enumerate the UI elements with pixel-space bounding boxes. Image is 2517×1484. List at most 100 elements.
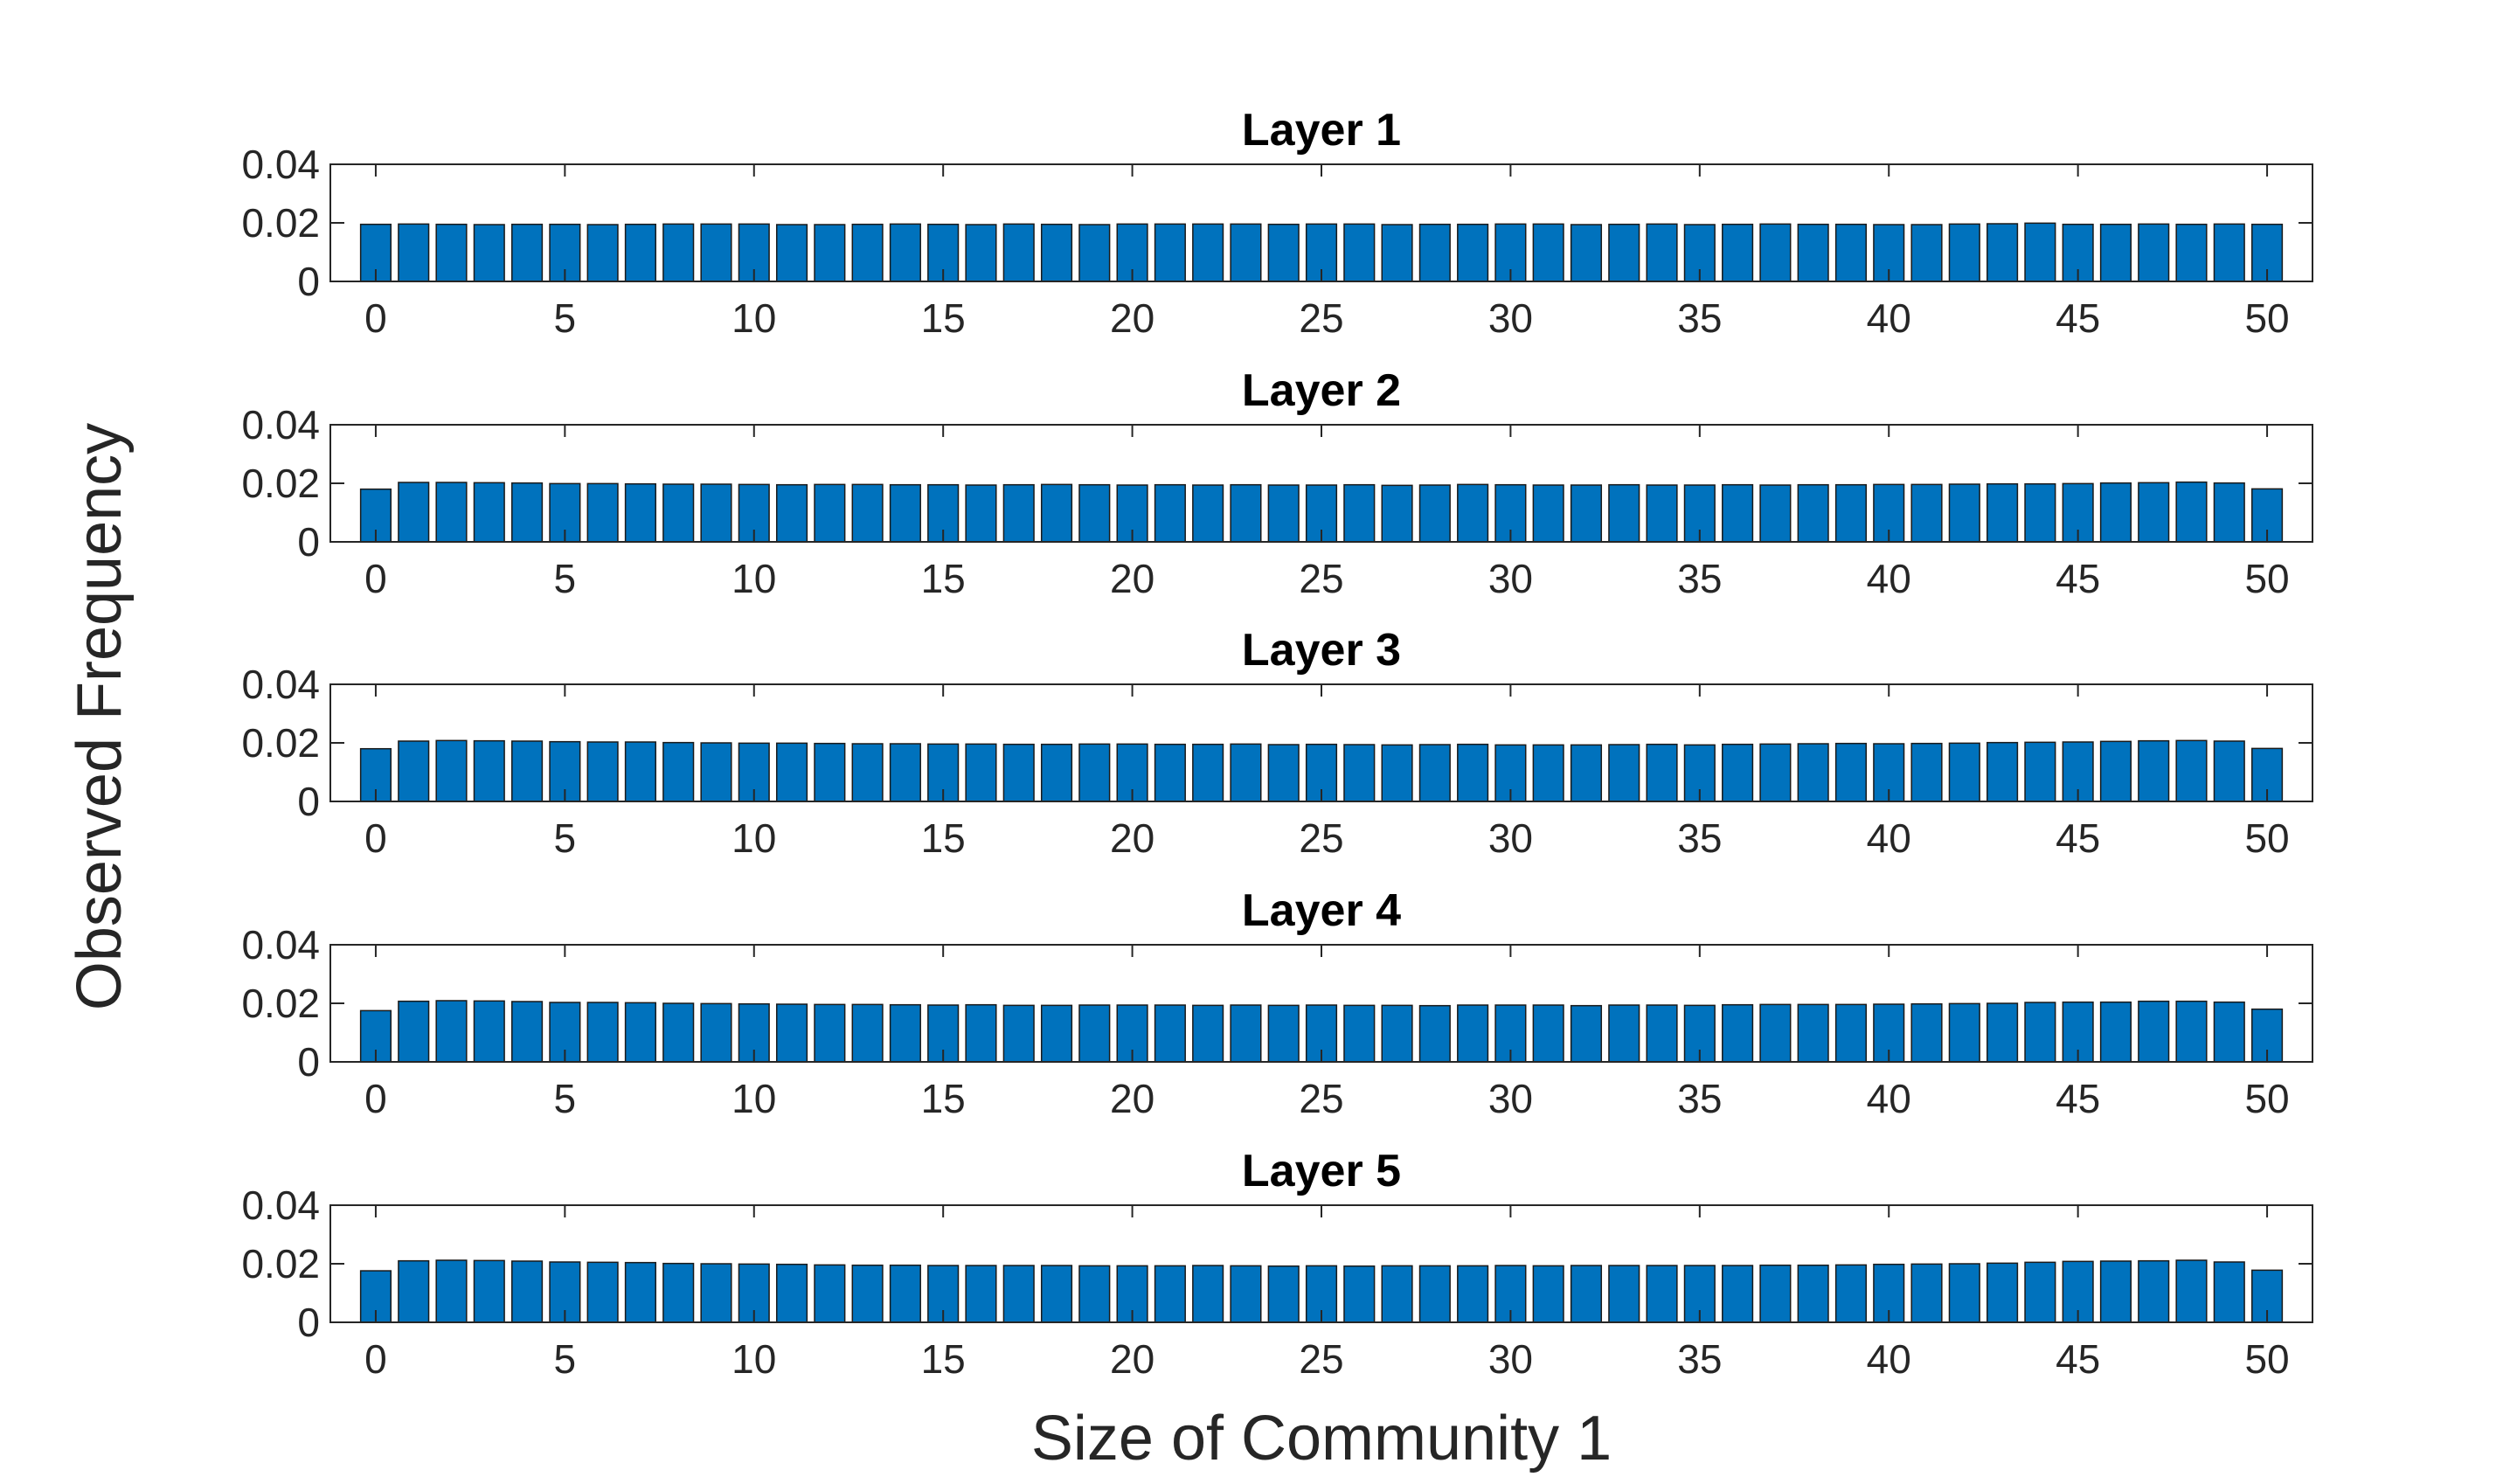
bar (624, 1261, 656, 1323)
x-tick-label: 10 (732, 1076, 776, 1121)
bar (1532, 744, 1564, 802)
bar (473, 1000, 505, 1063)
bar (1570, 484, 1603, 543)
x-tick-label: 50 (2244, 295, 2289, 341)
bar (1910, 1002, 1943, 1063)
bar (1381, 1004, 1413, 1063)
bar (662, 741, 695, 802)
bar (1759, 484, 1792, 543)
bar (1910, 1263, 1943, 1323)
bar (1457, 223, 1489, 282)
bar (1608, 1265, 1640, 1323)
bar (1570, 744, 1603, 802)
x-tick-label: 25 (1299, 295, 1343, 341)
bar (624, 1002, 656, 1063)
bar (1722, 743, 1754, 802)
bar (1910, 742, 1943, 802)
y-tick-label: 0 (297, 259, 320, 304)
bar (1381, 744, 1413, 802)
bar (2213, 1001, 2245, 1063)
bar (2138, 223, 2170, 282)
bar (1759, 1003, 1792, 1063)
bar (473, 739, 505, 802)
bar (398, 1000, 430, 1063)
x-tick-label: 15 (921, 815, 966, 861)
bar (1418, 1265, 1451, 1323)
x-tick-label: 20 (1110, 1076, 1154, 1121)
bar (1646, 1265, 1678, 1323)
bar (1494, 483, 1527, 543)
bar (889, 483, 921, 543)
bar (1381, 484, 1413, 543)
bar (473, 482, 505, 543)
y-tick-label: 0.04 (241, 1182, 320, 1228)
x-tick-label: 25 (1299, 1076, 1343, 1121)
bar (700, 483, 732, 543)
bar (1457, 1265, 1489, 1323)
x-tick-label: 35 (1677, 556, 1722, 601)
bar (1418, 744, 1451, 802)
bar (700, 223, 732, 282)
bar (1722, 1265, 1754, 1323)
y-tick-label: 0 (297, 519, 320, 565)
subplot-title: Layer 1 (1242, 105, 1401, 156)
bar (511, 1260, 544, 1323)
bar (1646, 484, 1678, 543)
bar (1834, 742, 1868, 802)
bar (1457, 483, 1489, 543)
x-tick-label: 0 (364, 1076, 387, 1121)
bar (435, 482, 468, 543)
y-tick-label: 0.04 (241, 662, 320, 707)
x-tick-label: 45 (2056, 556, 2100, 601)
bar (624, 741, 656, 802)
bar (1381, 1265, 1413, 1323)
bar (1343, 223, 1376, 282)
bar (2213, 740, 2245, 802)
x-tick-label: 30 (1488, 1336, 1533, 1382)
x-tick-label: 5 (554, 556, 577, 601)
y-tick-label: 0.04 (241, 142, 320, 187)
bar (1608, 744, 1640, 802)
bar (1722, 483, 1754, 543)
x-tick-label: 10 (732, 556, 776, 601)
bar (1834, 1264, 1868, 1323)
x-tick-label: 50 (2244, 556, 2289, 601)
bar (1797, 743, 1829, 802)
x-tick-label: 20 (1110, 1336, 1154, 1382)
x-tick-label: 30 (1488, 295, 1533, 341)
bar (398, 482, 430, 543)
bar (1532, 1265, 1564, 1323)
bar (1040, 743, 1073, 802)
bar (1192, 484, 1224, 543)
bar (2175, 1259, 2208, 1323)
bar (1343, 744, 1376, 802)
bar (624, 482, 656, 543)
x-tick-label: 40 (1867, 1076, 1911, 1121)
bar (1646, 1004, 1678, 1063)
bar (1078, 224, 1111, 282)
bar (586, 1002, 619, 1063)
bar (1418, 484, 1451, 543)
x-tick-label: 5 (554, 1076, 577, 1121)
bar (1002, 223, 1035, 282)
bar (1154, 1265, 1186, 1323)
bar (586, 482, 619, 543)
bar (1002, 1004, 1035, 1063)
bar (435, 1259, 468, 1323)
x-tick-label: 10 (732, 1336, 776, 1382)
bar (1722, 223, 1754, 282)
bar (1759, 223, 1792, 282)
bar (435, 223, 468, 282)
bar (814, 224, 846, 282)
bar (1797, 1003, 1829, 1063)
bar (435, 739, 468, 802)
bar (2213, 482, 2245, 543)
bar (1418, 223, 1451, 282)
bar (1154, 483, 1186, 543)
x-tick-label: 20 (1110, 556, 1154, 601)
y-tick-label: 0 (297, 779, 320, 824)
x-tick-label: 25 (1299, 1336, 1343, 1382)
bar (814, 1264, 846, 1323)
